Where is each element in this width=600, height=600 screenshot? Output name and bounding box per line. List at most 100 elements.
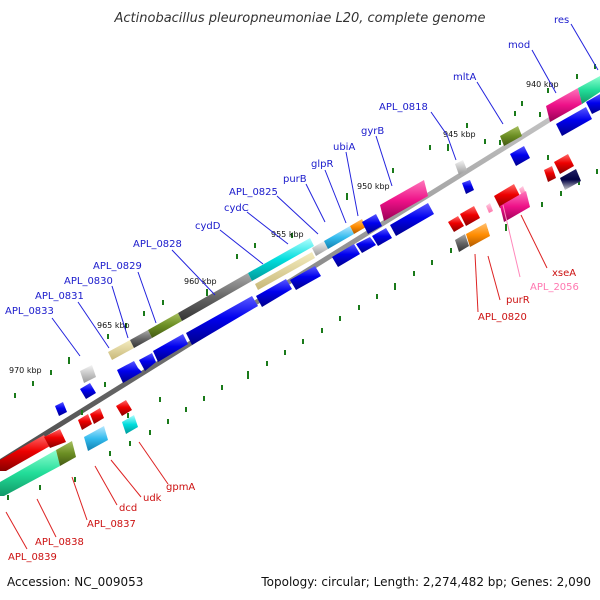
- scale-label-945: 945 kbp: [443, 130, 476, 139]
- feature-teal-2: [0, 450, 60, 496]
- leader-xseA: [520, 214, 548, 269]
- gene-label-APL_0829[interactable]: APL_0829: [93, 261, 142, 272]
- feature-dark-1: [130, 330, 152, 348]
- gene-arrow-f10: [362, 214, 382, 234]
- feature-magenta-1: [380, 180, 428, 221]
- gene-arrow-f14: [556, 107, 592, 136]
- feature-khaki-2: [255, 252, 315, 290]
- gene-label-gpmA[interactable]: gpmA: [166, 482, 195, 493]
- leader-purB: [305, 183, 326, 223]
- gene-label-mltA[interactable]: mltA: [453, 72, 476, 83]
- leader-APL_0820: [474, 253, 479, 313]
- gene-arrow-f3: [153, 334, 188, 362]
- gene-arrow-r7: [460, 206, 480, 226]
- gene-label-APL_0818[interactable]: APL_0818: [379, 102, 428, 113]
- gene-label-cydC[interactable]: cydC: [224, 203, 249, 214]
- gene-label-mod[interactable]: mod: [508, 40, 530, 51]
- gene-label-purR[interactable]: purR: [506, 295, 530, 306]
- feature-dark-2: [178, 273, 252, 321]
- gene-label-dcd[interactable]: dcd: [119, 503, 137, 514]
- gene-arrow-r8: [494, 184, 520, 208]
- forward-gene-arrows: [55, 94, 600, 416]
- gene-arrow-f11: [390, 203, 434, 236]
- gene-arrow-r1: [0, 435, 50, 471]
- gene-label-udk[interactable]: udk: [143, 493, 162, 504]
- gene-label-glpR[interactable]: glpR: [311, 159, 333, 170]
- gene-arrow-f12: [462, 180, 474, 194]
- gene-label-xseA[interactable]: xseA: [552, 268, 576, 279]
- leader-dcd: [94, 465, 118, 506]
- gene-label-ubiA[interactable]: ubiA: [333, 142, 355, 153]
- gene-label-cydD[interactable]: cydD: [195, 221, 221, 232]
- leader-ubiA: [345, 151, 359, 217]
- gene-label-gyrB[interactable]: gyrB: [361, 126, 384, 137]
- feature-grey-1: [312, 241, 328, 256]
- gene-arrow-r3: [78, 414, 92, 430]
- feature-teal-1: [578, 76, 600, 104]
- leader-APL_0830: [111, 285, 129, 339]
- gene-label-APL_0830[interactable]: APL_0830: [64, 276, 113, 287]
- gene-arrow-r5: [116, 400, 132, 416]
- gene-arrow-r9: [544, 166, 556, 182]
- leader-APL_0833: [51, 317, 81, 357]
- forward-label-texts: res mod mltA APL_0818 gyrB ubiA glpR pur…: [5, 15, 569, 317]
- reverse-gene-arrows: [0, 154, 574, 471]
- feature-grey-2: [455, 160, 467, 175]
- scale-label-955: 955 kbp: [271, 230, 304, 239]
- gene-label-APL_0838[interactable]: APL_0838: [35, 537, 84, 548]
- gene-label-APL_0833[interactable]: APL_0833: [5, 306, 54, 317]
- feature-magenta-3: [500, 191, 530, 222]
- gene-label-APL_0828[interactable]: APL_0828: [133, 239, 182, 250]
- feature-navy: [560, 169, 581, 190]
- feature-orange-1: [350, 219, 366, 234]
- leader-mltA: [476, 81, 504, 125]
- gene-arrow-f4: [186, 296, 258, 345]
- scale-label-940: 940 kbp: [526, 80, 559, 89]
- leader-APL_0838: [36, 498, 57, 538]
- gene-label-purB[interactable]: purB: [283, 174, 307, 185]
- leader-APL_2056: [502, 204, 521, 278]
- gene-arrow-f6: [290, 266, 321, 290]
- accession-text: Accession: NC_009053: [7, 575, 143, 589]
- gene-arrow-f15: [586, 94, 600, 114]
- gene-arrow-r2: [44, 429, 66, 448]
- reverse-label-texts: xseA APL_2056 purR APL_0820 gpmA udk dcd…: [8, 268, 579, 563]
- scale-label-965: 965 kbp: [97, 321, 130, 330]
- gene-arrow-r4: [90, 408, 104, 424]
- gene-arrow-f2: [139, 353, 156, 371]
- gene-arrow-r6: [448, 216, 464, 232]
- feature-teal-3: [122, 415, 138, 434]
- reverse-feature-band: [0, 169, 581, 496]
- gene-label-APL_0831[interactable]: APL_0831: [35, 291, 84, 302]
- leader-udk: [110, 459, 142, 498]
- gene-label-res[interactable]: res: [554, 15, 569, 26]
- feature-dark-3: [455, 234, 469, 252]
- feature-magenta-2: [546, 88, 582, 122]
- gene-label-APL_0839[interactable]: APL_0839: [8, 552, 57, 563]
- gene-arrow-f7: [332, 244, 360, 267]
- forward-feature-band: [80, 76, 600, 383]
- scale-labels: 970 kbp 965 kbp 960 kbp 955 kbp 950 kbp …: [9, 80, 559, 375]
- gene-arrow-f5: [256, 279, 292, 307]
- topology-text: Topology: circular; Length: 2,274,482 bp…: [260, 575, 591, 589]
- gene-label-APL_0820[interactable]: APL_0820: [478, 312, 527, 323]
- leader-APL_0828: [171, 249, 216, 296]
- leader-cydC: [246, 211, 289, 245]
- scale-label-970: 970 kbp: [9, 366, 42, 375]
- leader-APL_0829: [137, 271, 157, 324]
- gene-label-APL_0825[interactable]: APL_0825: [229, 187, 278, 198]
- scale-ticks: [7, 64, 598, 500]
- feature-sky: [324, 226, 354, 249]
- leader-APL_0839: [5, 511, 28, 550]
- leader-APL_0837: [71, 476, 88, 521]
- map-title: Actinobacillus pleuropneumoniae L20, com…: [114, 11, 486, 26]
- gene-arrow-f9: [372, 228, 392, 246]
- leader-APL_0818: [430, 111, 457, 161]
- gene-label-APL_2056[interactable]: APL_2056: [530, 282, 579, 293]
- gene-arrow-r10: [554, 154, 574, 174]
- scale-label-960: 960 kbp: [184, 277, 217, 286]
- gene-label-APL_0837[interactable]: APL_0837: [87, 519, 136, 530]
- gene-arrow-f16: [55, 402, 67, 416]
- feature-sky-2: [84, 426, 108, 451]
- gene-arrow-f8: [356, 237, 376, 253]
